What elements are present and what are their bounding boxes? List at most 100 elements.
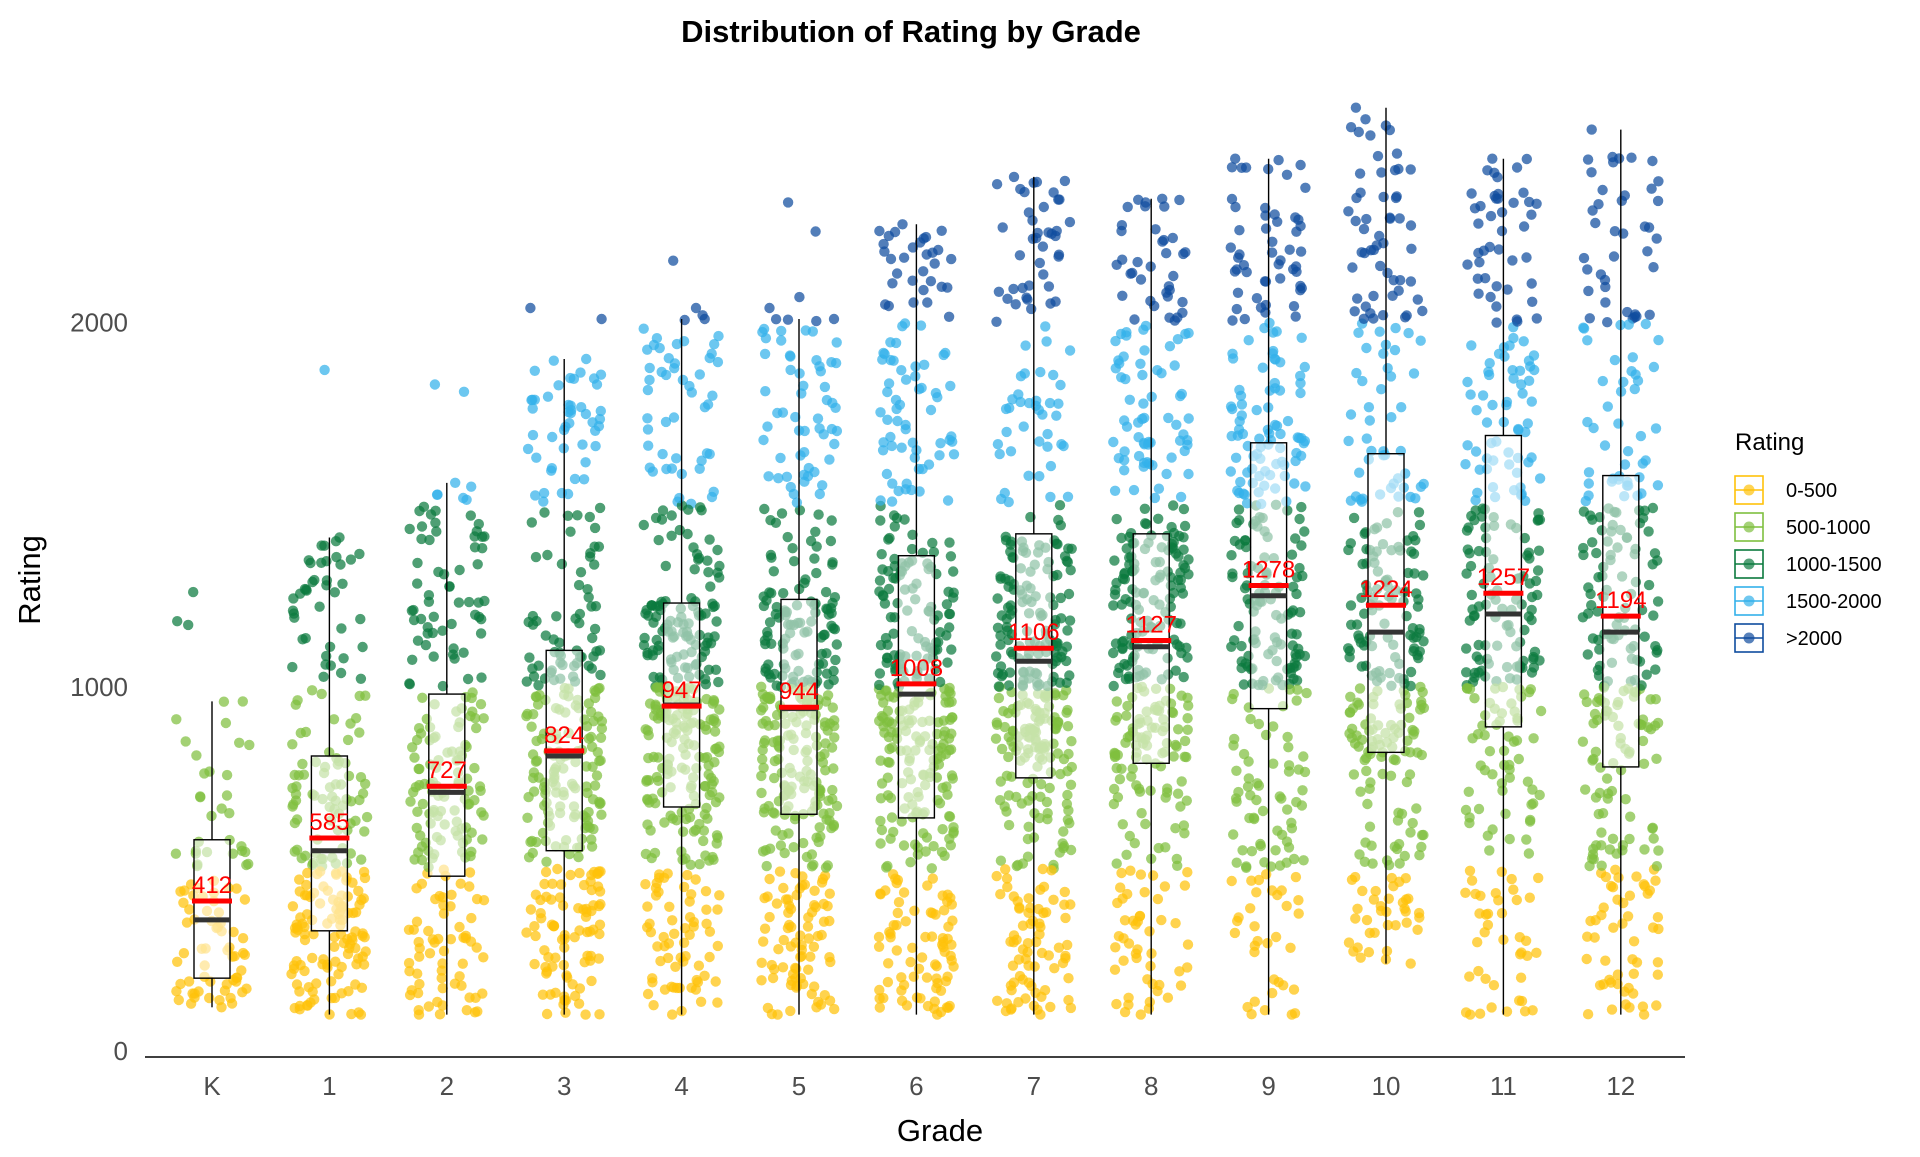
data-point [455,878,466,889]
data-point [1112,897,1123,909]
data-point [897,219,908,230]
data-point [878,437,889,448]
data-point [782,894,794,905]
data-point [574,867,585,879]
data-point [1487,399,1498,411]
data-point [1640,455,1651,466]
data-point [935,438,946,449]
data-point [907,275,918,286]
data-point [888,920,899,931]
data-point [1295,159,1306,171]
data-point [756,770,767,782]
data-point [287,739,298,750]
data-point [1352,697,1363,708]
data-point [1623,319,1634,330]
data-point [660,416,672,428]
data-point [802,921,814,932]
data-point [1414,519,1426,531]
data-point [1517,388,1528,399]
data-point [1051,410,1062,421]
data-point [1122,660,1133,671]
data-point [890,873,901,884]
data-point [758,600,770,612]
data-point [995,639,1006,650]
data-point [1481,417,1493,428]
data-point [1652,969,1664,980]
data-point [1275,428,1286,440]
data-point [1003,680,1015,691]
data-point [809,885,820,896]
data-point [522,708,533,720]
data-point [429,379,441,390]
data-point [1139,345,1150,356]
data-point [473,611,485,623]
data-point [1175,801,1186,812]
data-point [586,884,597,896]
data-point [449,653,460,664]
data-point [1368,290,1379,302]
data-point [1169,360,1180,371]
mean-label: 824 [544,722,584,749]
data-point [758,936,769,947]
data-point [759,348,771,360]
data-point [1034,812,1045,824]
data-point [1403,893,1414,904]
data-point [560,995,572,1006]
data-point [1291,695,1302,706]
data-point [831,639,842,650]
data-point [523,852,535,863]
data-point [525,904,537,915]
data-point [1622,446,1634,457]
data-point [1297,785,1308,796]
data-point [334,532,345,543]
data-point [678,336,690,347]
data-point [1037,409,1048,420]
data-point [418,501,430,512]
data-point [759,735,771,746]
data-point [999,487,1010,499]
data-point [1473,288,1484,299]
data-point [1592,714,1603,726]
data-point [422,622,433,633]
data-point [1291,629,1302,640]
data-point [1007,394,1018,405]
data-point [789,814,801,825]
data-point [319,364,330,376]
data-point [335,929,347,940]
data-point [1357,885,1368,897]
data-point [1578,252,1590,264]
data-point [650,611,662,622]
data-point [1609,354,1621,366]
data-point [589,559,600,570]
data-point [1164,284,1175,296]
data-point [885,792,897,804]
data-point [1014,970,1026,982]
data-point [1252,778,1263,789]
data-point [1582,154,1594,165]
data-point [883,230,894,242]
data-point [1227,353,1239,364]
data-point [183,976,195,987]
data-point [1583,467,1595,478]
data-point [669,928,680,939]
data-point [1462,376,1473,388]
data-point [583,660,594,671]
data-point [1473,965,1484,977]
data-point [1515,949,1526,960]
data-point [1652,717,1664,729]
data-point [937,824,948,835]
data-point [891,512,903,524]
data-point [916,952,928,963]
data-point [299,583,311,595]
data-point [540,961,551,973]
data-point [1585,588,1596,600]
data-point [1049,963,1060,974]
data-point [1121,849,1132,860]
data-point [815,999,827,1010]
data-point [1270,845,1281,856]
data-point [1525,361,1536,372]
data-point [595,405,606,417]
data-point [1022,947,1033,958]
data-point [768,566,779,577]
data-point [674,524,685,536]
